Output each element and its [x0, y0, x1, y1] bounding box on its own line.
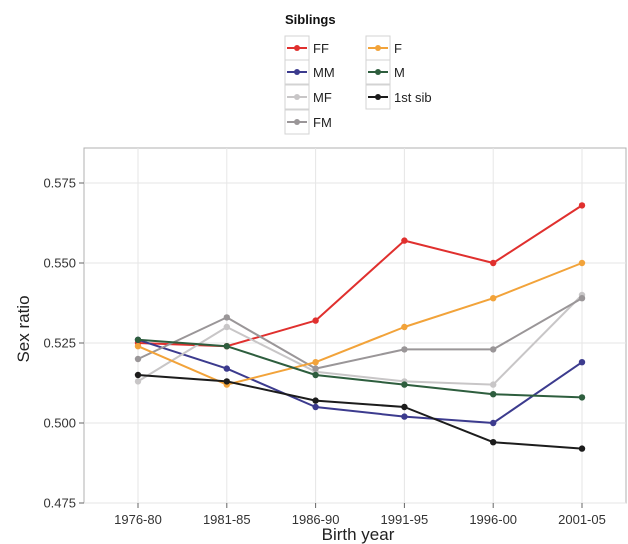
y-tick-label: 0.550 — [43, 256, 76, 271]
x-axis-title: Birth year — [322, 525, 395, 544]
data-point-fm — [578, 295, 586, 302]
legend-item-fm: FM — [284, 109, 332, 135]
legend-label: MF — [313, 90, 332, 105]
legend-label: F — [394, 41, 402, 56]
data-point-mf — [223, 323, 230, 331]
legend-item-ff: FF — [284, 35, 329, 61]
data-point-mm — [490, 419, 497, 427]
legend-item-1st-sib: 1st sib — [365, 84, 432, 110]
data-point-ff — [578, 202, 586, 209]
data-point-fm — [312, 365, 319, 372]
legend-item-f: F — [365, 35, 402, 61]
data-point-m — [312, 371, 319, 379]
data-point-ff — [312, 317, 319, 324]
legend-point — [375, 69, 381, 75]
series-line-m — [137, 338, 583, 399]
x-tick-label: 1991-95 — [381, 512, 429, 527]
series-line-mm — [137, 338, 583, 424]
data-point-m — [490, 391, 497, 398]
data-point-m — [578, 394, 586, 401]
series-line-fm — [137, 297, 583, 370]
x-tick-label: 2001-05 — [558, 512, 606, 527]
legend-point — [294, 94, 300, 100]
data-point-mf — [490, 381, 497, 388]
data-point-mm — [401, 413, 408, 420]
legend-item-mm: MM — [284, 59, 335, 85]
legend-item-mf: MF — [284, 84, 332, 110]
data-point-ff — [490, 259, 497, 267]
y-tick-label: 0.500 — [43, 416, 76, 431]
series-line-mf — [137, 294, 583, 386]
data-point-1st-sib — [401, 403, 408, 411]
legend-point — [375, 94, 381, 100]
data-point-m — [223, 343, 230, 350]
data-point-1st-sib — [223, 378, 230, 385]
legend-label: M — [394, 65, 405, 80]
data-point-m — [134, 336, 142, 343]
x-axis: 1976-80 1981-85 1986-90 1991-95 1996-00 2001-… — [114, 503, 606, 527]
legend-title: Siblings — [285, 12, 336, 27]
series-line-1st-sib — [137, 374, 583, 450]
data-point-mf — [134, 378, 142, 385]
data-point-fm — [401, 346, 408, 353]
data-point-f — [490, 295, 497, 302]
data-point-ff — [401, 237, 408, 244]
y-tick-label: 0.475 — [43, 496, 76, 511]
data-point-fm — [490, 346, 497, 353]
series-line-f — [137, 262, 583, 386]
plot-panel — [83, 147, 627, 504]
y-tick-label: 0.575 — [43, 176, 76, 191]
data-point-f — [578, 259, 586, 267]
data-point-f — [401, 323, 408, 331]
data-point-1st-sib — [490, 439, 497, 446]
data-point-f — [312, 359, 319, 366]
legend-point — [375, 45, 381, 51]
x-tick-label: 1996-00 — [469, 512, 517, 527]
data-point-1st-sib — [312, 397, 319, 404]
data-point-fm — [223, 314, 230, 321]
x-tick-label: 1981-85 — [203, 512, 251, 527]
legend-item-m: M — [365, 59, 405, 85]
legend-point — [294, 69, 300, 75]
legend-label: FF — [313, 41, 329, 56]
data-point-m — [401, 381, 408, 388]
data-point-1st-sib — [578, 445, 586, 452]
data-point-f — [134, 343, 142, 350]
legend-label: FM — [313, 115, 332, 130]
legend-point — [294, 119, 300, 125]
data-point-mm — [578, 359, 586, 366]
series-1st-sib — [134, 371, 586, 452]
series-fm — [134, 295, 586, 372]
legend-label: 1st sib — [394, 90, 432, 105]
data-point-mm — [312, 403, 319, 411]
x-tick-label: 1976-80 — [114, 512, 162, 527]
y-axis-title: Sex ratio — [14, 295, 33, 362]
legend-point — [294, 45, 300, 51]
legend-label: MM — [313, 65, 335, 80]
data-point-1st-sib — [134, 371, 142, 379]
series-m — [134, 336, 586, 401]
series-f — [134, 259, 586, 388]
data-point-fm — [134, 355, 142, 363]
x-tick-label: 1986-90 — [292, 512, 340, 527]
data-point-mm — [223, 365, 230, 372]
y-tick-label: 0.525 — [43, 336, 76, 351]
series-layer — [134, 202, 586, 452]
y-axis: 0.475 0.500 0.525 0.550 0.575 — [43, 176, 84, 511]
